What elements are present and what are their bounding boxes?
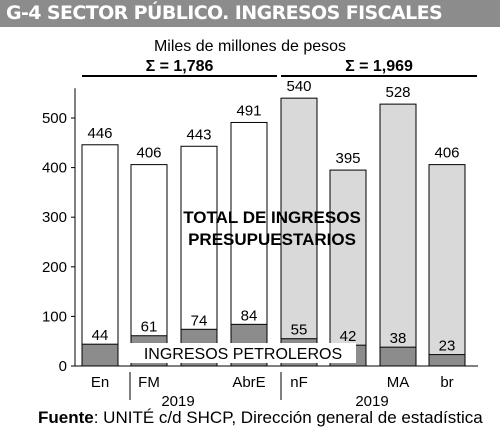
bar-petroleo-value: 55	[291, 322, 308, 339]
bar-petroleo-value: 42	[340, 328, 357, 345]
bar-petroleo-value: 23	[439, 338, 456, 355]
series-label-total-line2: PRESUPUESTARIOS	[188, 230, 356, 249]
y-tick-label: 400	[42, 160, 67, 177]
bar-total	[329, 169, 367, 367]
bar-petroleo	[81, 343, 119, 367]
bar-total-value: 406	[136, 145, 161, 162]
y-tick-label: 300	[42, 209, 67, 226]
year-label: 2019	[161, 393, 194, 407]
bar-total	[379, 103, 417, 367]
y-tick-label: 100	[42, 308, 67, 325]
series-label-petroleo: INGRESOS PETROLEROS	[144, 346, 342, 363]
bar-total-value: 406	[434, 145, 459, 162]
y-tick-label: 200	[42, 259, 67, 276]
x-tick-label: br	[440, 374, 453, 391]
source-text: : UNITÉ c/d SHCP, Dirección general de e…	[93, 408, 483, 427]
series-label-total-line1: TOTAL DE INGRESOS	[183, 208, 361, 227]
bar-total-value: 443	[186, 126, 211, 143]
bar-total-value: 540	[286, 78, 311, 95]
bar-total-value: 528	[385, 84, 410, 101]
bar-total-value: 395	[335, 150, 360, 167]
chart: Miles de millones de pesos Σ = 1,786 Σ = 1…	[42, 38, 478, 407]
series-label-petroleo-bg	[130, 343, 356, 363]
y-tick-label: 500	[42, 110, 67, 127]
bar-total-value: 491	[236, 102, 261, 119]
x-tick-label: En	[91, 374, 109, 391]
x-tick-label: AbrE	[232, 374, 265, 391]
bar-petroleo-value: 44	[92, 327, 109, 344]
bar-total	[428, 164, 466, 367]
x-tick-label: MA	[387, 374, 410, 391]
x-tick-label: FM	[138, 374, 160, 391]
group-sum-label: Σ = 1,969	[345, 58, 413, 75]
title-bar: G-4 SECTOR PÚBLICO. INGRESOS FISCALES	[0, 0, 500, 27]
bar-total	[280, 97, 318, 367]
bar-petroleo-value: 74	[191, 312, 208, 329]
bar-petroleo	[428, 354, 466, 367]
source-note: Fuente: UNITÉ c/d SHCP, Dirección genera…	[38, 408, 483, 428]
chart-title: G-4 SECTOR PÚBLICO. INGRESOS FISCALES	[6, 2, 443, 24]
y-tick-label: 0	[59, 358, 67, 375]
chart-subtitle: Miles de millones de pesos	[154, 38, 346, 55]
x-tick-label: nF	[290, 374, 308, 391]
bar-total-value: 446	[87, 125, 112, 142]
bar-total	[81, 144, 119, 367]
year-label: 2019	[355, 393, 388, 407]
bar-petroleo-value: 38	[390, 330, 407, 347]
source-label: Fuente	[38, 408, 94, 427]
bar-petroleo-value: 61	[141, 319, 158, 336]
bar-petroleo-value: 84	[241, 307, 258, 324]
group-sum-label: Σ = 1,786	[146, 58, 214, 75]
bar-petroleo	[379, 346, 417, 367]
